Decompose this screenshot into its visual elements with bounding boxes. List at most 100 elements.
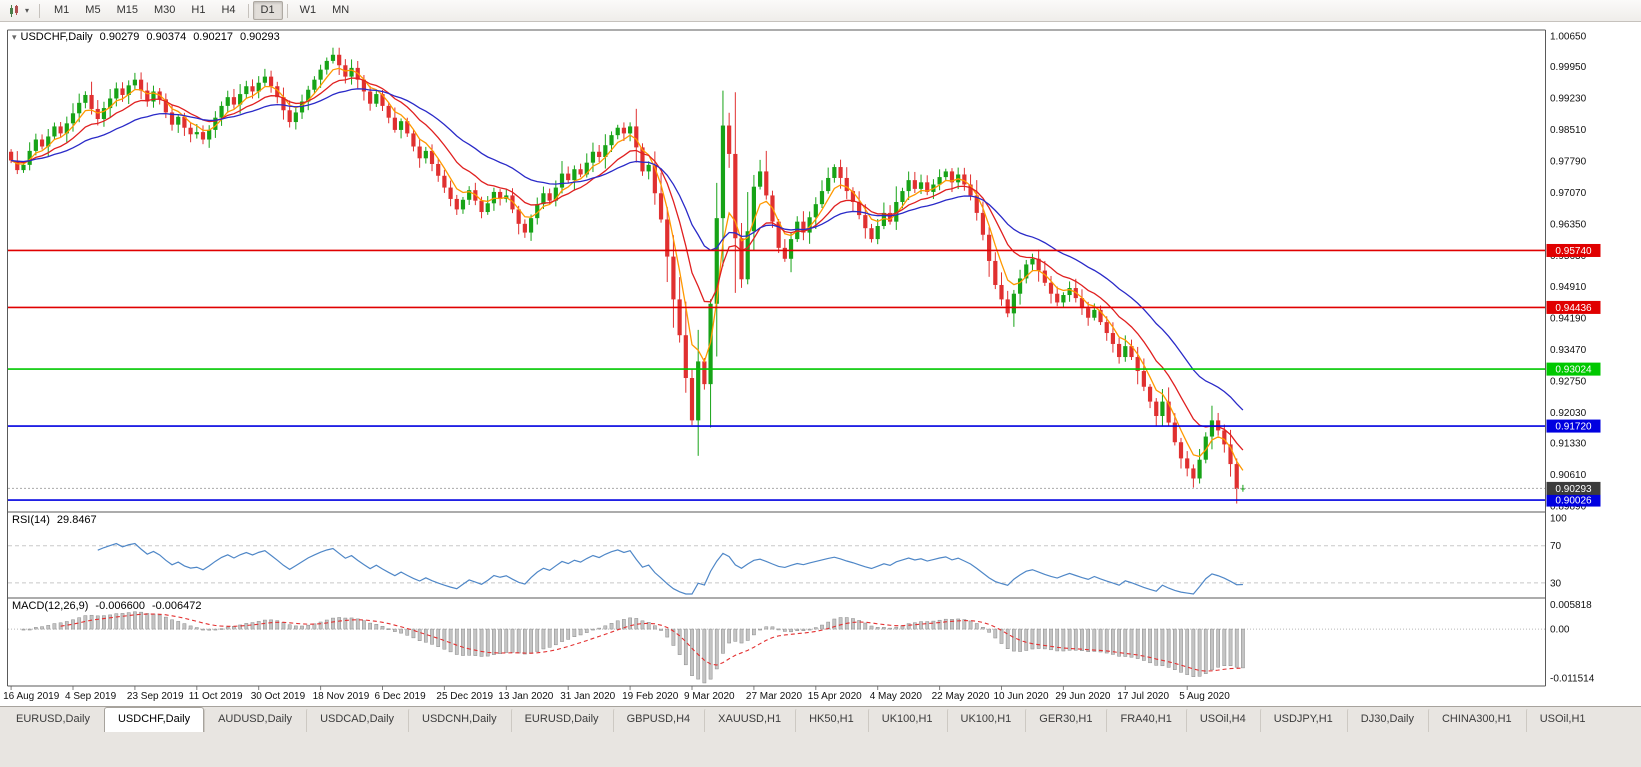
- chart-tab-usdchf-daily[interactable]: USDCHF,Daily: [103, 707, 205, 732]
- svg-text:27 Mar 2020: 27 Mar 2020: [746, 691, 803, 702]
- svg-text:25 Dec 2019: 25 Dec 2019: [436, 691, 493, 702]
- macd-value-main: -0.006600: [95, 600, 145, 612]
- svg-text:0.92030: 0.92030: [1550, 408, 1587, 419]
- svg-text:0.96350: 0.96350: [1550, 219, 1587, 230]
- chart-tab-usdjpy-h1[interactable]: USDJPY,H1: [1259, 708, 1347, 732]
- chart-tab-china300-h1[interactable]: CHINA300,H1: [1427, 708, 1526, 732]
- svg-text:31 Jan 2020: 31 Jan 2020: [560, 691, 615, 702]
- chart-menu-button[interactable]: ▾: [4, 3, 33, 19]
- svg-text:15 Apr 2020: 15 Apr 2020: [808, 691, 862, 702]
- price-line-badges: 0.95740 0.94436 0.93024 0.91720 0.900260.902…: [1546, 243, 1601, 507]
- chart-tab-xauusd-h1[interactable]: XAUUSD,H1: [704, 708, 795, 732]
- svg-text:0.91330: 0.91330: [1550, 439, 1587, 450]
- timeframe-button-m15[interactable]: M15: [116, 4, 138, 16]
- svg-text:-0.011514: -0.011514: [1550, 673, 1595, 684]
- ohlc-low: 0.90217: [193, 31, 233, 43]
- svg-text:9 Mar 2020: 9 Mar 2020: [684, 691, 735, 702]
- svg-text:0.89890: 0.89890: [1550, 502, 1587, 513]
- chart-tab-ger30-h1[interactable]: GER30,H1: [1025, 708, 1106, 732]
- svg-text:0.00: 0.00: [1550, 625, 1570, 636]
- timeframe-button-h1[interactable]: H1: [191, 4, 206, 16]
- svg-text:0.94910: 0.94910: [1550, 282, 1587, 293]
- svg-text:22 May 2020: 22 May 2020: [932, 691, 990, 702]
- svg-text:0.98510: 0.98510: [1550, 125, 1587, 136]
- svg-text:4 Sep 2019: 4 Sep 2019: [65, 691, 117, 702]
- candles: [9, 47, 1246, 504]
- svg-text:100: 100: [1550, 513, 1567, 524]
- timeframe-toolbar: ▾ M1 M5 M15 M30 H1 H4 D1 W1 MN: [0, 0, 1641, 22]
- chart-tab-eurusd-daily[interactable]: EURUSD,Daily: [16, 713, 90, 725]
- chart-tab-uk100-h1[interactable]: UK100,H1: [946, 708, 1026, 732]
- horizontal-level-lines[interactable]: [8, 249, 1545, 501]
- timeframe-button-w1[interactable]: W1: [299, 4, 317, 16]
- svg-text:0.90610: 0.90610: [1550, 470, 1587, 481]
- chart-window[interactable]: 1.00650 0.99950 0.99230 0.98510 0.97790 0.970…: [0, 22, 1641, 706]
- svg-text:0.90293: 0.90293: [1555, 484, 1592, 495]
- svg-text:0.95740: 0.95740: [1555, 246, 1592, 257]
- svg-text:0.97070: 0.97070: [1550, 188, 1587, 199]
- svg-text:0.94436: 0.94436: [1555, 303, 1592, 314]
- collapse-arrow-icon[interactable]: ▾: [12, 32, 17, 42]
- svg-text:13 Jan 2020: 13 Jan 2020: [498, 691, 553, 702]
- panel-borders: [7, 29, 1546, 687]
- ohlc-open: 0.90279: [99, 31, 140, 43]
- timeframe-button-m5[interactable]: M5: [85, 4, 101, 16]
- chart-tab-eurusd-daily[interactable]: EURUSD,Daily: [510, 708, 613, 732]
- macd-signal-line: [60, 613, 1243, 672]
- svg-text:0.94190: 0.94190: [1550, 314, 1587, 325]
- svg-text:0.91720: 0.91720: [1555, 422, 1592, 433]
- svg-text:0.92750: 0.92750: [1550, 377, 1587, 388]
- timeframe-button-d1[interactable]: D1: [252, 1, 283, 20]
- svg-text:30 Oct 2019: 30 Oct 2019: [251, 691, 306, 702]
- rsi-label: RSI(14) 29.8467: [12, 514, 97, 526]
- chart-tab-hk50-h1[interactable]: HK50,H1: [795, 708, 868, 732]
- svg-text:18 Nov 2019: 18 Nov 2019: [313, 691, 370, 702]
- timeframe-button-mn[interactable]: MN: [332, 4, 350, 16]
- macd-value-signal: -0.006472: [151, 600, 202, 612]
- svg-text:0.99230: 0.99230: [1550, 94, 1587, 105]
- timeframe-button-m1[interactable]: M1: [54, 4, 70, 16]
- status-strip: [0, 732, 1641, 767]
- chart-tab-audusd-daily[interactable]: AUDUSD,Daily: [204, 708, 306, 732]
- chart-title: ▾ USDCHF,Daily 0.90279 0.90374 0.90217 0.9029…: [12, 31, 280, 43]
- macd-indicator-name: MACD(12,26,9): [12, 600, 89, 612]
- chart-tab-fra40-h1[interactable]: FRA40,H1: [1106, 708, 1185, 732]
- rsi-indicator-name: RSI(14): [12, 514, 50, 526]
- svg-text:10 Jun 2020: 10 Jun 2020: [994, 691, 1049, 702]
- svg-text:0.97790: 0.97790: [1550, 156, 1587, 167]
- rsi-panel: 100 70 30: [8, 513, 1567, 595]
- ma-line-5: [10, 67, 1244, 471]
- dropdown-caret-icon: ▾: [25, 6, 30, 15]
- chart-canvas[interactable]: 1.00650 0.99950 0.99230 0.98510 0.97790 0.970…: [0, 22, 1641, 706]
- svg-text:0.005818: 0.005818: [1550, 600, 1592, 611]
- ohlc-high: 0.90374: [146, 31, 187, 43]
- chart-tab-usdcnh-daily[interactable]: USDCNH,Daily: [408, 708, 511, 732]
- chart-title-symbol: USDCHF,Daily: [20, 31, 93, 43]
- svg-text:16 Aug 2019: 16 Aug 2019: [3, 691, 60, 702]
- rsi-line: [97, 542, 1243, 595]
- svg-text:1.00650: 1.00650: [1550, 32, 1587, 43]
- svg-text:19 Feb 2020: 19 Feb 2020: [622, 691, 679, 702]
- timeframe-button-m30[interactable]: M30: [153, 4, 176, 16]
- chart-tab-gbpusd-h4[interactable]: GBPUSD,H4: [612, 708, 705, 732]
- toolbar-separator: [247, 3, 249, 18]
- svg-text:23 Sep 2019: 23 Sep 2019: [127, 691, 184, 702]
- chart-tab-usoil-h4[interactable]: USOil,H4: [1185, 708, 1260, 732]
- chart-tab-dj30-daily[interactable]: DJ30,Daily: [1346, 708, 1428, 732]
- svg-text:17 Jul 2020: 17 Jul 2020: [1117, 691, 1169, 702]
- chart-tab-usoil-h1[interactable]: USOil,H1: [1525, 708, 1600, 732]
- timeframe-button-h4[interactable]: H4: [221, 4, 236, 16]
- chart-tabs-bar: EURUSD,Daily USDCHF,Daily AUDUSD,Daily USDC…: [0, 706, 1641, 732]
- svg-text:0.93470: 0.93470: [1550, 345, 1587, 356]
- svg-text:0.93024: 0.93024: [1555, 365, 1592, 376]
- date-axis[interactable]: 16 Aug 2019 4 Sep 2019 23 Sep 2019 11 Oct 2…: [3, 686, 1230, 702]
- svg-text:70: 70: [1550, 541, 1562, 552]
- chart-tab-usdcad-daily[interactable]: USDCAD,Daily: [306, 708, 408, 732]
- macd-label: MACD(12,26,9) -0.006600 -0.006472: [12, 600, 202, 612]
- svg-text:0.90026: 0.90026: [1555, 496, 1592, 507]
- candlestick-chart-icon: [10, 4, 18, 17]
- svg-text:5 Aug 2020: 5 Aug 2020: [1179, 691, 1230, 702]
- toolbar-separator: [39, 3, 41, 18]
- svg-text:11 Oct 2019: 11 Oct 2019: [189, 691, 243, 702]
- chart-tab-uk100-h1[interactable]: UK100,H1: [867, 708, 947, 732]
